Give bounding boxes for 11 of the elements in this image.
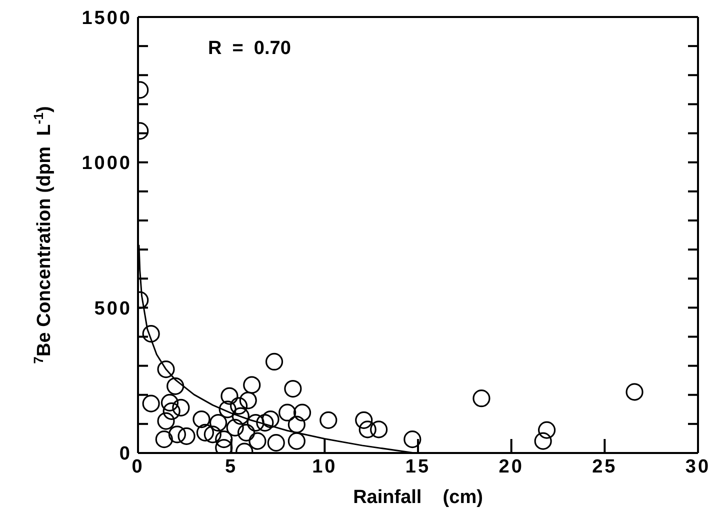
x-tick-label: 30	[685, 456, 711, 478]
y-tick-label: 500	[94, 298, 132, 320]
annotation: R = 0.70	[208, 38, 291, 60]
x-tick-label: 15	[405, 456, 431, 478]
x-tick-label: 5	[225, 456, 238, 478]
x-tick-label: 25	[592, 456, 618, 478]
x-axis-title: Rainfall (cm)	[353, 487, 483, 508]
x-tick-label: 10	[312, 456, 338, 478]
y-tick-label: 1000	[82, 153, 132, 174]
x-tick-label: 20	[498, 456, 524, 478]
y-tick-label: 1500	[82, 8, 132, 29]
